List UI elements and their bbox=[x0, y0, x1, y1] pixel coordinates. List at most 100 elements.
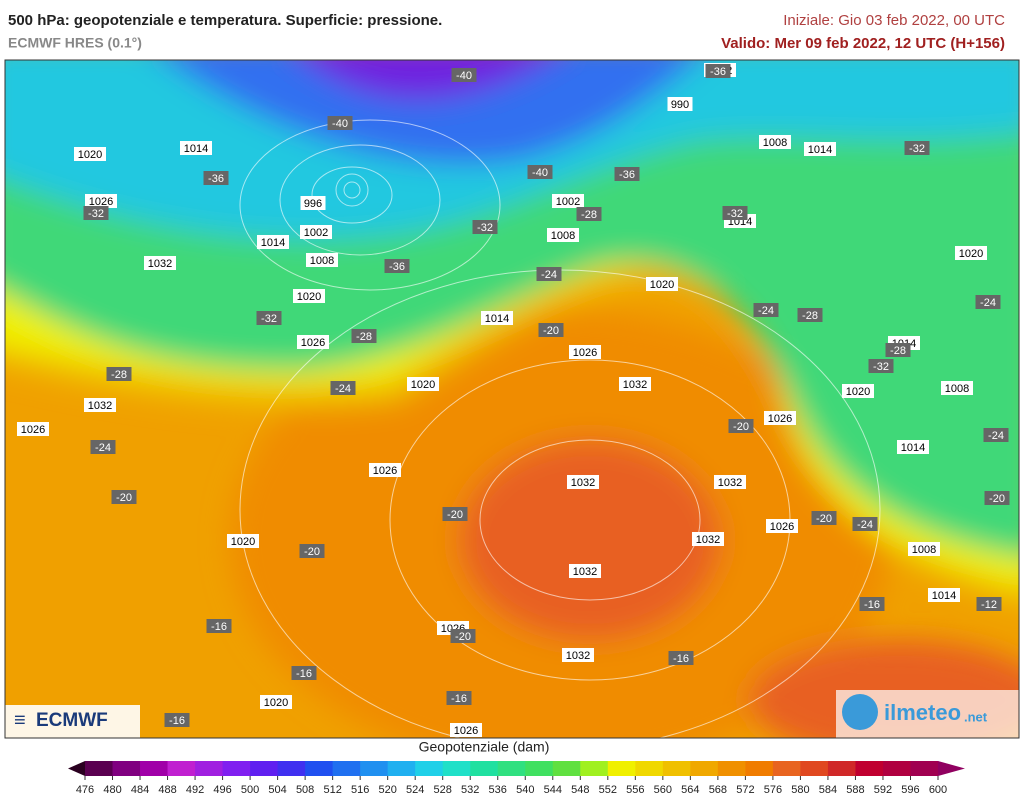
colorbar-tick-label: 532 bbox=[461, 784, 479, 796]
pressure-label: 1020 bbox=[650, 279, 674, 291]
temperature-label-box bbox=[291, 666, 317, 680]
colorbar-tick-label: 592 bbox=[874, 784, 892, 796]
colorbar-segment bbox=[470, 761, 499, 776]
pressure-label: 1026 bbox=[768, 413, 792, 425]
temperature-label-box bbox=[705, 64, 731, 78]
colorbar-segment bbox=[827, 761, 856, 776]
temperature-label-box bbox=[83, 206, 109, 220]
temperature-label-box bbox=[299, 544, 325, 558]
temperature-label: -24 bbox=[541, 269, 557, 281]
pressure-label: 1026 bbox=[89, 196, 113, 208]
temperature-label: -20 bbox=[116, 492, 132, 504]
title: 500 hPa: geopotenziale e temperatura. Su… bbox=[8, 12, 442, 29]
map-frame bbox=[4, 59, 1020, 739]
temperature-label-box bbox=[106, 367, 132, 381]
pressure-label-box bbox=[766, 519, 798, 533]
colorbar-high-arrow bbox=[938, 761, 965, 776]
pressure-label: 1032 bbox=[623, 379, 647, 391]
temperature-label: -16 bbox=[169, 715, 185, 727]
colorbar-tick-label: 548 bbox=[571, 784, 589, 796]
temperature-label-box bbox=[753, 303, 779, 317]
temperature-label: -24 bbox=[335, 383, 351, 395]
pressure-label-box bbox=[941, 381, 973, 395]
valid-time: Valido: Mer 09 feb 2022, 12 UTC (H+156) bbox=[721, 35, 1005, 52]
colorbar-tick-label: 544 bbox=[544, 784, 562, 796]
colorbar-tick-label: 520 bbox=[378, 784, 396, 796]
pressure-label: 1020 bbox=[846, 386, 870, 398]
colorbar-tick-label: 512 bbox=[323, 784, 341, 796]
pressure-label: 1020 bbox=[959, 248, 983, 260]
pressure-label-box bbox=[569, 345, 601, 359]
colorbar-title: Geopotenziale (dam) bbox=[419, 739, 550, 755]
temperature-label: -28 bbox=[890, 345, 906, 357]
temperature-label: -36 bbox=[619, 169, 635, 181]
temperature-label: -28 bbox=[356, 331, 372, 343]
colorbar-segment bbox=[910, 761, 939, 776]
pressure-label-box bbox=[144, 256, 176, 270]
temperature-label-box bbox=[111, 490, 137, 504]
pressure-label-box bbox=[300, 225, 332, 239]
pressure-label-box bbox=[17, 422, 49, 436]
temperature-label-box bbox=[984, 491, 1010, 505]
temperature-label-box bbox=[975, 295, 1001, 309]
pressure-label-box bbox=[897, 440, 929, 454]
pressure-label-box bbox=[908, 542, 940, 556]
temperature-label-box bbox=[442, 507, 468, 521]
map: 1020 1014 1026 1014 1032 996 1002 1008 1020 1026 1… bbox=[5, 60, 1019, 738]
pressure-label: 990 bbox=[671, 99, 689, 111]
colorbar-tick-label: 540 bbox=[516, 784, 534, 796]
temperature-label-box bbox=[976, 597, 1002, 611]
colorbar-segment bbox=[662, 761, 691, 776]
colorbar-segment bbox=[332, 761, 361, 776]
colorbar-segment bbox=[800, 761, 829, 776]
colorbar-segment bbox=[415, 761, 444, 776]
pressure-label-box bbox=[764, 411, 796, 425]
pressure-label: 1026 bbox=[373, 465, 397, 477]
temperature-label: -24 bbox=[758, 305, 774, 317]
field bbox=[5, 60, 1019, 738]
colorbar-tick-label: 552 bbox=[599, 784, 617, 796]
temperature-label-box bbox=[472, 220, 498, 234]
temperature-label: -28 bbox=[111, 369, 127, 381]
colorbar-tick-label: 572 bbox=[736, 784, 754, 796]
temperature-label: -16 bbox=[451, 693, 467, 705]
colorbar-segment bbox=[525, 761, 554, 776]
pressure-label: 1014 bbox=[184, 143, 208, 155]
temperature-label-box bbox=[536, 267, 562, 281]
pressure-label: 1026 bbox=[301, 337, 325, 349]
colorbar-segment bbox=[580, 761, 609, 776]
colorbar-segment bbox=[635, 761, 664, 776]
pressure-label-box bbox=[552, 194, 584, 208]
temperature-label-box bbox=[852, 517, 878, 531]
ecmwf-logo-bg bbox=[5, 705, 140, 738]
colorbar-tick-label: 584 bbox=[819, 784, 837, 796]
colorbar-tick-label: 600 bbox=[929, 784, 947, 796]
colorbar-tick-label: 596 bbox=[901, 784, 919, 796]
temperature-label-box bbox=[811, 511, 837, 525]
ecmwf-logo: ECMWF bbox=[36, 710, 108, 731]
temperature-label-box bbox=[450, 629, 476, 643]
temperature-label-box bbox=[446, 691, 472, 705]
pressure-label-box bbox=[646, 277, 678, 291]
ilmeteo-logo: ilmeteo bbox=[884, 700, 961, 725]
colorbar-segment bbox=[717, 761, 746, 776]
temperature-label-box bbox=[668, 651, 694, 665]
temperature-label-box bbox=[797, 308, 823, 322]
pressure-label-box bbox=[569, 564, 601, 578]
pressure-label-box bbox=[759, 135, 791, 149]
pressure-label-box bbox=[928, 588, 960, 602]
pressure-label-box bbox=[667, 97, 693, 111]
pressure-label-box bbox=[804, 142, 836, 156]
pressure-label-box bbox=[227, 534, 259, 548]
pressure-label: 1032 bbox=[148, 258, 172, 270]
temperature-label: -40 bbox=[332, 118, 348, 130]
colorbar-tick-label: 508 bbox=[296, 784, 314, 796]
pressure-label: 1032 bbox=[573, 566, 597, 578]
temperature-label: -32 bbox=[88, 208, 104, 220]
ilmeteo-logo-suffix: .net bbox=[964, 709, 988, 724]
pressure-label: 1002 bbox=[304, 227, 328, 239]
temperature-label-box bbox=[576, 207, 602, 221]
temperature-label: -32 bbox=[873, 361, 889, 373]
pressure-label: 1008 bbox=[945, 383, 969, 395]
